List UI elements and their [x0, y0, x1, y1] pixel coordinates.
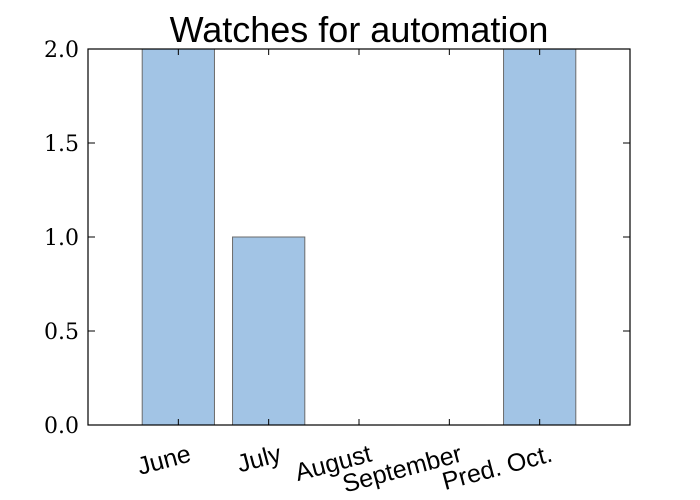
chart-title: Watches for automation: [170, 9, 549, 50]
y-tick-label: 1.0: [44, 226, 79, 251]
bar-pred-oct: [503, 48, 577, 426]
bar-july: [232, 236, 306, 426]
x-tick-label: June: [134, 440, 194, 481]
bar-june: [141, 48, 215, 426]
bars-group: [141, 48, 577, 426]
y-tick-label: 1.5: [44, 132, 79, 157]
y-tick-label: 2.0: [44, 38, 79, 63]
y-tick-label: 0.0: [44, 414, 79, 439]
x-tick-label: July: [234, 440, 285, 479]
y-tick-label: 0.5: [44, 320, 79, 345]
